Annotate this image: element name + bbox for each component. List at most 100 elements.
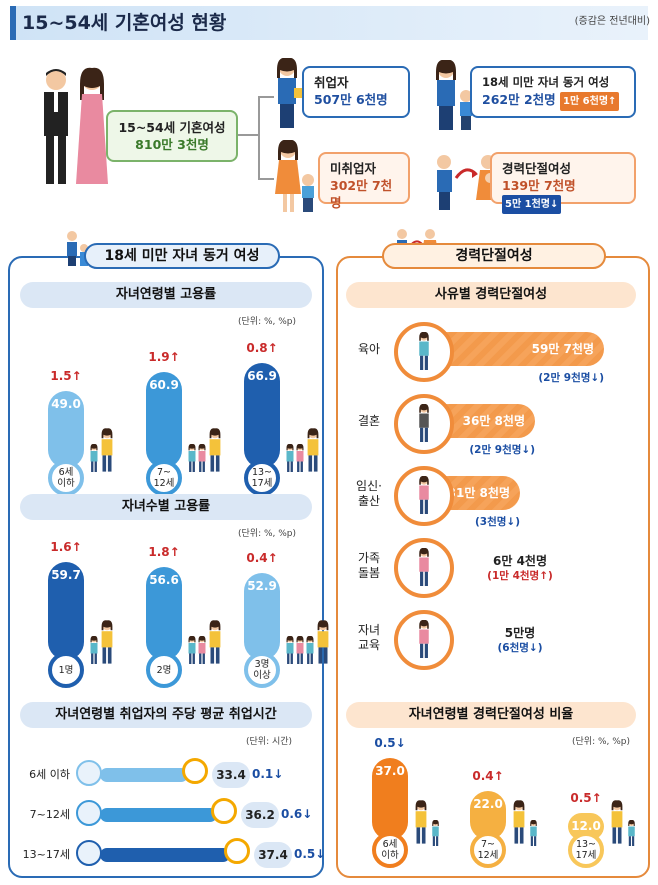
person-icon (296, 444, 304, 472)
category-label: 13~17세 (244, 460, 280, 496)
employed-box: 취업자 507만 6천명 (302, 66, 410, 118)
person-icon (628, 820, 635, 846)
unemployed-woman-illustration (274, 139, 318, 212)
value-label: 36.2 (241, 802, 279, 828)
change-label: 0.4↑ (246, 551, 278, 565)
bar (100, 848, 230, 862)
value-label: 37.4 (254, 842, 292, 868)
left-panel-title: 18세 미만 자녀 동거 여성 (84, 243, 280, 269)
person-icon (296, 636, 304, 664)
category-label: 6세 이하 (48, 460, 84, 496)
category-label: 자녀 교육 (357, 623, 381, 652)
person-icon (286, 444, 294, 472)
bar (146, 567, 182, 660)
chart-title-employment-by-age: 자녀연령별 고용률 (20, 282, 312, 308)
value-label: 49.0 (51, 397, 81, 411)
person-icon (286, 636, 294, 664)
person-icon (513, 800, 525, 844)
bar (100, 808, 217, 822)
person-icon (419, 332, 429, 370)
person-icon (307, 428, 319, 472)
avatar (76, 760, 102, 786)
change-label: (2만 9천명↓) (538, 372, 604, 384)
value-label: 52.9 (247, 579, 277, 593)
chart-unit-career-break-ratio: (단위: %, %p) (572, 737, 631, 747)
career-break-label: 경력단절여성 (502, 161, 572, 176)
bar (100, 768, 188, 782)
women-with-child-value: 262만 2천명 (482, 92, 556, 107)
clock-icon (211, 798, 237, 824)
person-icon (101, 620, 113, 664)
couple-illustration (32, 66, 116, 186)
unemployed-label: 미취업자 (330, 161, 377, 176)
value-label: 59.7 (51, 568, 81, 582)
header-bar (10, 6, 648, 40)
women-with-child-box: 18세 미만 자녀 동거 여성 262만 2천명 1만 6천명↑ (470, 66, 636, 118)
category-label: 1명 (48, 652, 84, 688)
change-label: 0.1↓ (252, 767, 284, 781)
chart-unit-weekly-hours: (단위: 시간) (246, 737, 293, 747)
clock-icon (182, 758, 208, 784)
category-label: 육아 (357, 342, 381, 356)
category-label: 임신· 출산 (356, 479, 382, 508)
avatar (76, 840, 102, 866)
change-label: 0.5↑ (570, 791, 602, 805)
person-icon (419, 548, 429, 586)
person-icon (530, 820, 537, 846)
mother-child-illustration (432, 59, 478, 130)
page-title: 15~54세 기혼여성 현황 (22, 12, 227, 34)
connector-line (258, 178, 274, 180)
chart-title-employment-by-children: 자녀수별 고용률 (20, 494, 312, 520)
clock-icon (224, 838, 250, 864)
chart-unit-employment-by-children: (단위: %, %p) (238, 529, 297, 539)
change-label: 1.9↑ (148, 350, 180, 364)
change-label: 0.4↑ (472, 769, 504, 783)
chart-title-weekly-hours: 자녀연령별 취업자의 주당 평균 취업시간 (20, 702, 312, 728)
chart-title-career-break-ratio: 자녀연령별 경력단절여성 비율 (346, 702, 636, 728)
person-icon (419, 620, 429, 658)
unemployed-box: 미취업자 302만 7천명 (318, 152, 410, 210)
value-label: 12.0 (571, 819, 601, 833)
married-women-value: 810만 3천명 (135, 137, 209, 152)
change-label: 0.8↑ (246, 341, 278, 355)
person-icon (419, 404, 429, 442)
person-icon (306, 636, 314, 664)
women-with-child-label: 18세 미만 자녀 동거 여성 (482, 75, 610, 89)
employed-value: 507만 6천명 (314, 92, 388, 107)
change-label: 0.5↓ (294, 847, 326, 861)
chart-unit-employment-by-age: (단위: %, %p) (238, 317, 297, 327)
bar (146, 372, 182, 468)
value-label: 66.9 (247, 369, 277, 383)
person-icon (101, 428, 113, 472)
value-label: 22.0 (473, 797, 503, 811)
category-label: 6세 이하 (29, 768, 70, 781)
employed-woman-illustration (270, 57, 304, 128)
bar (244, 573, 280, 660)
person-icon (317, 620, 329, 664)
married-women-box: 15~54세 기혼여성 810만 3천명 (106, 110, 238, 162)
person-icon (90, 444, 98, 472)
change-label: (1만 4천명↑) (487, 570, 553, 582)
value-label: 56.6 (149, 573, 179, 587)
change-label: 1.5↑ (50, 369, 82, 383)
person-icon (432, 820, 439, 846)
career-break-box: 경력단절여성 139만 7천명 5만 1천명↓ (490, 152, 636, 214)
connector-line (238, 134, 260, 136)
person-icon (419, 476, 429, 514)
bar (48, 391, 84, 468)
bar (48, 562, 84, 660)
person-icon (209, 620, 221, 664)
comparison-note: (증감은 전년대비) (574, 16, 650, 27)
person-icon (90, 636, 98, 664)
category-label: 결혼 (357, 414, 381, 428)
connector-line (258, 96, 274, 98)
value-label: 37.0 (375, 764, 405, 778)
person-icon (415, 800, 427, 844)
category-label: 6세 이하 (372, 832, 408, 868)
category-label: 7~12세 (29, 808, 70, 821)
career-break-change-badge: 5만 1천명↓ (502, 195, 562, 214)
change-label: 1.8↑ (148, 545, 180, 559)
person-icon (198, 444, 206, 472)
person-icon (209, 428, 221, 472)
unemployed-value: 302만 7천명 (330, 178, 393, 210)
